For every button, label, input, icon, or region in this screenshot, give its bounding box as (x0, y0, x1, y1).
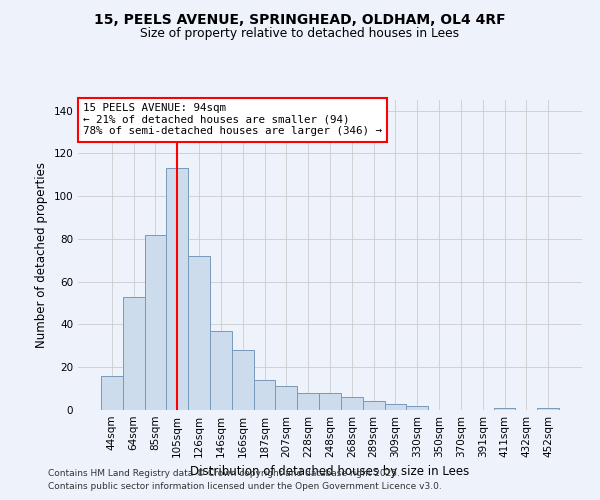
Bar (319, 393, 341, 410)
Bar (254, 380, 275, 410)
Bar (166, 168, 188, 410)
Text: 15 PEELS AVENUE: 94sqm
← 21% of detached houses are smaller (94)
78% of semi-det: 15 PEELS AVENUE: 94sqm ← 21% of detached… (83, 103, 382, 136)
Bar (385, 404, 406, 410)
Bar (363, 402, 385, 410)
Bar (188, 256, 210, 410)
Bar (145, 234, 166, 410)
Bar (275, 386, 297, 410)
X-axis label: Distribution of detached houses by size in Lees: Distribution of detached houses by size … (190, 466, 470, 478)
Bar (210, 331, 232, 410)
Bar (494, 408, 515, 410)
Bar (341, 397, 363, 410)
Bar (537, 408, 559, 410)
Text: 15, PEELS AVENUE, SPRINGHEAD, OLDHAM, OL4 4RF: 15, PEELS AVENUE, SPRINGHEAD, OLDHAM, OL… (94, 12, 506, 26)
Bar (123, 296, 145, 410)
Bar (101, 376, 123, 410)
Text: Contains public sector information licensed under the Open Government Licence v3: Contains public sector information licen… (48, 482, 442, 491)
Bar (232, 350, 254, 410)
Text: Size of property relative to detached houses in Lees: Size of property relative to detached ho… (140, 28, 460, 40)
Bar (297, 393, 319, 410)
Y-axis label: Number of detached properties: Number of detached properties (35, 162, 48, 348)
Text: Contains HM Land Registry data © Crown copyright and database right 2025.: Contains HM Land Registry data © Crown c… (48, 468, 400, 477)
Bar (406, 406, 428, 410)
